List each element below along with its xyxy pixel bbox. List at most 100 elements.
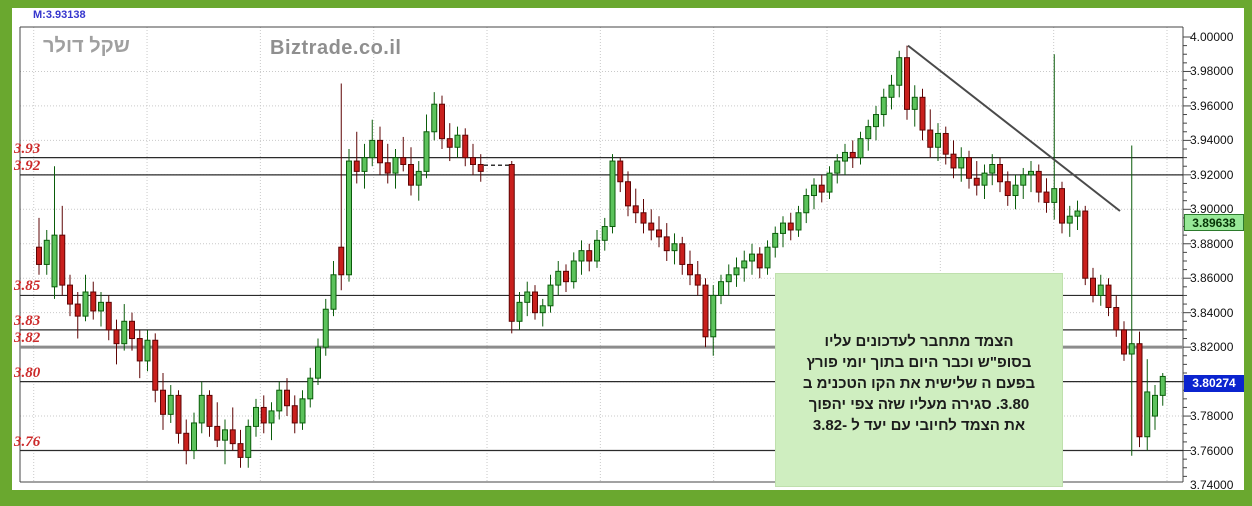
candle-body-down	[291, 405, 298, 424]
candle-body-up	[1128, 343, 1135, 355]
candle-body-down	[338, 246, 345, 276]
candle-body-up	[772, 232, 779, 248]
candle-body-down	[160, 389, 166, 415]
candle-body-down	[113, 329, 120, 345]
candle-body-up	[43, 239, 50, 265]
candle-body-down	[284, 389, 290, 407]
candle-body-down	[470, 157, 476, 166]
candle-body-up	[415, 170, 422, 186]
candle-body-down	[462, 134, 469, 159]
candle-body-up	[369, 139, 376, 159]
candle-body-down	[260, 406, 267, 424]
candle-body-down	[175, 394, 182, 434]
axis-price-label: 4.00000	[1190, 30, 1234, 44]
candle-body-up	[144, 339, 151, 362]
candle-body-up	[873, 114, 879, 128]
candle-body-down	[477, 164, 484, 172]
candle-body-up	[741, 260, 748, 269]
annotation-text-line: בסופ"ש וכבר היום בתוך יומי פורץ	[806, 354, 1032, 371]
candle-body-up	[958, 157, 965, 169]
candle-body-up	[253, 406, 259, 427]
level-price-label: 3.92	[14, 157, 41, 174]
last-price-tag: 3.80274	[1184, 374, 1244, 392]
candle-body-down	[966, 157, 972, 179]
candle-body-up	[842, 151, 848, 162]
annotation-text-line: הצמד מתחבר לעדכונים עליו	[824, 333, 1014, 350]
candle-body-down	[973, 177, 980, 186]
level-price-label: 3.82	[14, 330, 41, 347]
candle-body-up	[570, 260, 577, 283]
candle-body-up	[1097, 284, 1104, 296]
axis-price-label: 3.82000	[1190, 340, 1234, 355]
candle-body-up	[857, 138, 864, 159]
candle-body-up	[198, 394, 205, 424]
candle-body-down	[400, 157, 407, 166]
candle-body-down	[214, 425, 221, 441]
candle-body-up	[1159, 375, 1166, 396]
candle-body-up	[888, 84, 895, 98]
candle-body-down	[1090, 277, 1096, 296]
candle-body-up	[578, 250, 585, 262]
candle-body-down	[1136, 343, 1143, 438]
axis-price-label: 3.86000	[1190, 271, 1234, 286]
axis-price-label: 3.92000	[1190, 167, 1234, 182]
candle-body-down	[997, 164, 1003, 183]
axis-price-label: 3.94000	[1190, 133, 1234, 148]
candle-body-down	[377, 139, 383, 164]
candle-body-down	[237, 443, 244, 458]
candle-body-down	[532, 291, 538, 314]
candle-body-up	[671, 243, 678, 252]
candle-body-down	[640, 212, 647, 224]
candle-body-down	[1004, 181, 1011, 197]
candle-body-up	[601, 226, 608, 241]
axis-price-label: 3.90000	[1190, 202, 1234, 217]
candle-body-down	[59, 234, 66, 286]
descending-trendline	[907, 44, 1121, 212]
candle-body-up	[718, 281, 724, 296]
candle-body-up	[1051, 188, 1058, 203]
candle-body-up	[826, 172, 833, 193]
candle-body-down	[1035, 170, 1042, 193]
candle-body-up	[1020, 174, 1027, 186]
candle-body-up	[911, 96, 918, 110]
candle-body-down	[439, 103, 445, 140]
pair-title: שקל דולר	[43, 35, 130, 57]
candle-body-up	[276, 389, 283, 412]
candle-body-up	[1144, 391, 1151, 438]
candle-body-up	[834, 160, 841, 174]
candle-body-up	[1152, 394, 1158, 417]
candle-body-up	[361, 157, 368, 172]
candle-body-down	[625, 181, 631, 207]
candle-body-down	[90, 291, 97, 312]
candle-body-up	[1028, 170, 1034, 176]
candle-body-up	[423, 131, 430, 172]
candle-body-down	[687, 263, 693, 276]
axis-price-label: 3.76000	[1190, 443, 1234, 458]
candle-body-down	[74, 303, 81, 317]
candle-body-down	[129, 320, 135, 340]
candle-body-down	[702, 284, 709, 338]
candle-body-down	[694, 274, 701, 286]
candle-body-up	[1074, 210, 1081, 217]
watermark-logo: Biztrade.co.il	[270, 37, 402, 59]
candle-body-down	[136, 338, 143, 362]
candle-body-up	[547, 284, 554, 307]
candle-body-down	[563, 270, 569, 283]
candle-body-up	[1012, 184, 1019, 197]
candle-body-up	[51, 234, 58, 288]
candle-body-up	[524, 291, 531, 303]
candle-body-up	[191, 422, 197, 452]
analyst-annotation-box: הצמד מתחבר לעדכונים עליו בסופ"ש וכבר היום…	[775, 273, 1063, 487]
price-tag-upper: 3.89638	[1184, 213, 1244, 231]
level-price-label: 3.76	[14, 433, 41, 450]
candle-body-down	[586, 250, 593, 262]
candle-body-down	[1121, 329, 1127, 355]
candle-body-up	[330, 274, 337, 310]
candle-body-up	[981, 172, 988, 186]
candle-body-down	[384, 162, 391, 174]
candlestick-plot	[19, 26, 1191, 483]
candle-body-down	[617, 160, 624, 183]
candle-body-down	[183, 432, 190, 452]
candle-body-up	[803, 195, 810, 214]
candle-body-down	[1105, 284, 1112, 309]
